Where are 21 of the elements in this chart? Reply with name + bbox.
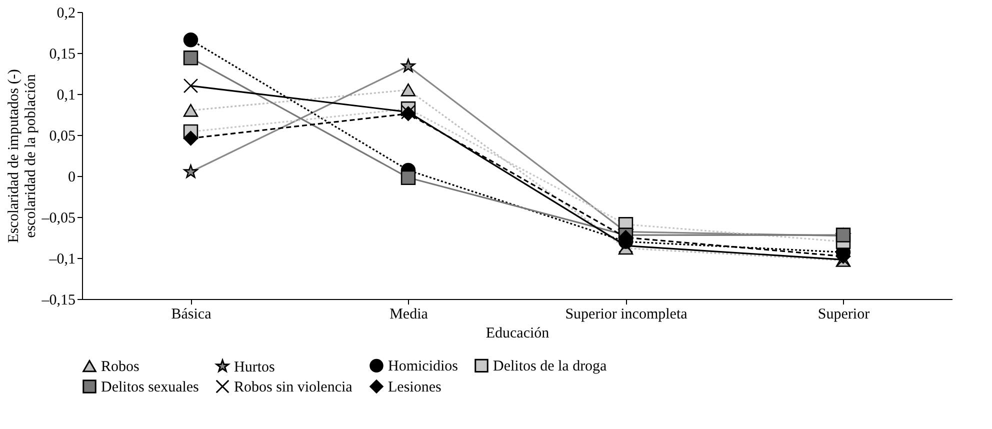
- y-tick-label: –0,05: [40, 210, 76, 226]
- y-tick-label: 0: [68, 170, 76, 186]
- x-axis-title: Educación: [486, 326, 550, 342]
- y-tick-label: 0,05: [49, 128, 76, 144]
- x-tick-label: Superior incompleta: [565, 306, 688, 322]
- legend-label: Hurtos: [234, 359, 275, 376]
- y-tick-label: 0,1: [56, 88, 76, 104]
- y-tick-label: 0,2: [56, 6, 76, 22]
- legend-label: Robos: [101, 359, 140, 376]
- y-tick-label: 0,15: [49, 46, 76, 62]
- legend-label: Delitos sexuales: [101, 380, 200, 396]
- legend-label: Lesiones: [388, 380, 442, 396]
- legend-label: Robos sin violencia: [234, 380, 353, 396]
- legend-label: Delitos de la droga: [493, 358, 608, 375]
- x-tick-label: Media: [390, 306, 428, 322]
- y-tick-label: –0,15: [40, 292, 76, 308]
- y-tick-label: –0,1: [48, 252, 76, 268]
- x-tick-label: Básica: [171, 306, 212, 322]
- legend-label: Homicidios: [388, 358, 458, 375]
- y-axis-title: Escolaridad de imputados (-) escolaridad de la población: [6, 69, 39, 243]
- x-tick-label: Superior: [818, 306, 870, 322]
